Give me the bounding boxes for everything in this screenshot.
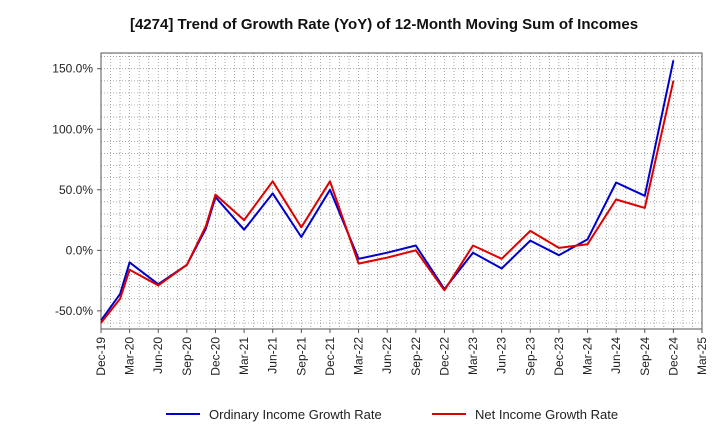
x-axis: Dec-19 Mar-20 Jun-20 Sep-20 Dec-20 Mar-21 Jun-… xyxy=(94,329,709,376)
series-line-net-income xyxy=(100,80,675,324)
x-tick-label: Jun-23 xyxy=(495,337,509,374)
series-layer xyxy=(100,60,675,324)
x-tick-label: Jun-24 xyxy=(609,337,623,374)
x-tick-label: Sep-21 xyxy=(294,337,308,376)
x-tick-label: Mar-20 xyxy=(123,337,137,375)
plot-area xyxy=(100,52,703,330)
y-tick-label: 150.0% xyxy=(52,62,93,76)
y-tick-label: 50.0% xyxy=(59,183,93,197)
x-tick-label: Mar-25 xyxy=(695,337,709,375)
y-tick-label: 0.0% xyxy=(66,243,94,257)
x-tick-label: Jun-21 xyxy=(266,337,280,374)
x-tick-label: Mar-24 xyxy=(581,337,595,375)
x-tick-label: Dec-19 xyxy=(94,337,108,376)
legend-label-net: Net Income Growth Rate xyxy=(475,407,618,422)
x-tick-label: Dec-23 xyxy=(552,337,566,376)
x-tick-label: Dec-20 xyxy=(208,337,222,376)
x-tick-label: Dec-21 xyxy=(323,337,337,376)
x-tick-label: Mar-22 xyxy=(352,337,366,375)
y-axis: -50.0% 0.0% 50.0% 100.0% 150.0% xyxy=(52,62,101,318)
x-tick-label: Mar-23 xyxy=(466,337,480,375)
y-tick-label: 100.0% xyxy=(52,122,93,136)
chart-title: [4274] Trend of Growth Rate (YoY) of 12-… xyxy=(130,16,638,33)
x-tick-label: Sep-22 xyxy=(409,337,423,376)
x-tick-label: Jun-20 xyxy=(151,337,165,374)
x-tick-label: Sep-24 xyxy=(638,337,652,376)
legend: Ordinary Income Growth Rate Net Income G… xyxy=(166,407,618,422)
legend-label-ordinary: Ordinary Income Growth Rate xyxy=(209,407,382,422)
x-tick-label: Sep-23 xyxy=(523,337,537,376)
x-tick-label: Jun-22 xyxy=(380,337,394,374)
y-tick-label: -50.0% xyxy=(55,304,93,318)
x-tick-label: Dec-22 xyxy=(437,337,451,376)
x-tick-label: Mar-21 xyxy=(237,337,251,375)
x-tick-label: Dec-24 xyxy=(666,337,680,376)
x-tick-label: Sep-20 xyxy=(180,337,194,376)
